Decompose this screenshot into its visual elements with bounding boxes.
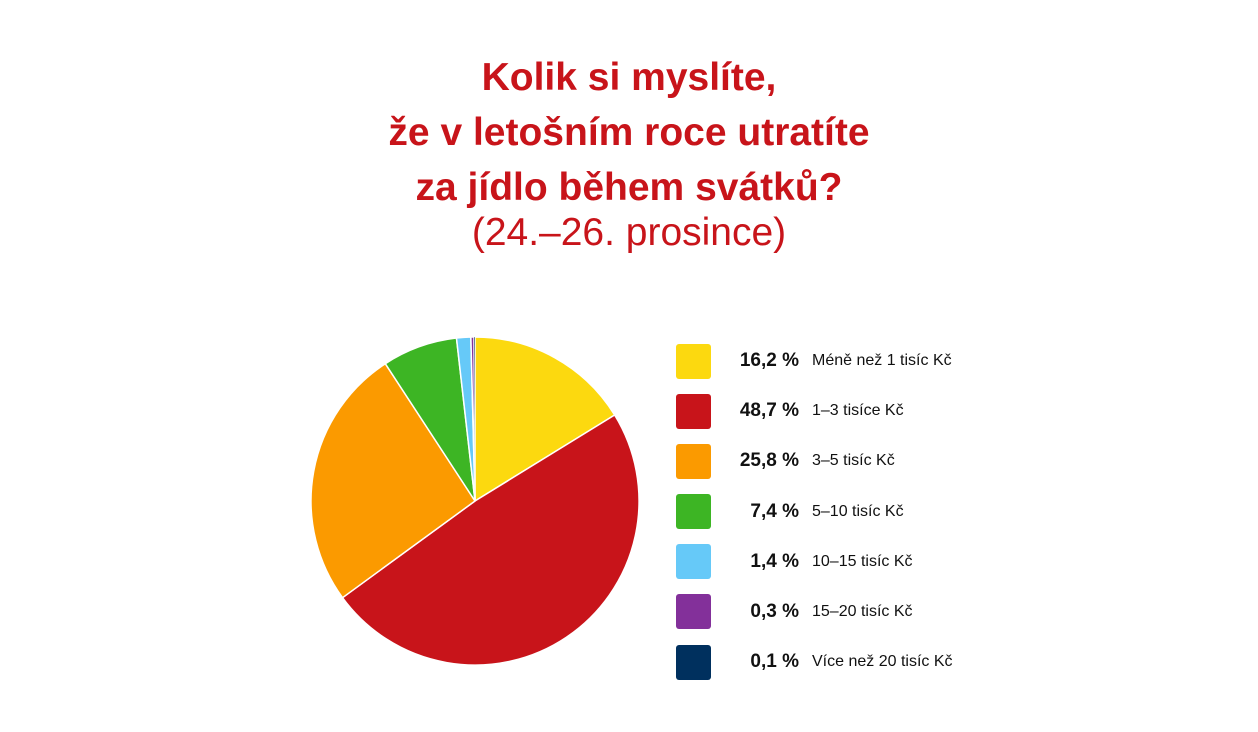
legend-label: 5–10 tisíc Kč [812, 502, 904, 520]
legend-value: 25,8 % [739, 450, 799, 472]
legend-label: 15–20 tisíc Kč [812, 602, 913, 620]
legend-item: 25,8 % 3–5 tisíc Kč [676, 443, 1076, 479]
legend-label: Více než 20 tisíc Kč [812, 653, 953, 671]
chart-title: Kolik si myslíte, že v letošním roce utr… [0, 50, 1258, 215]
legend-swatch [676, 494, 711, 530]
chart-legend: 16,2 % Méně než 1 tisíc Kč 48,7 % 1–3 tisíc… [676, 343, 1076, 695]
legend-swatch [676, 343, 711, 379]
legend-value: 48,7 % [739, 400, 799, 422]
legend-swatch [676, 644, 711, 680]
pie-slice-1 [341, 413, 640, 666]
legend-swatch [676, 443, 711, 479]
legend-item: 7,4 % 5–10 tisíc Kč [676, 494, 1076, 530]
legend-value: 0,1 % [750, 651, 799, 673]
legend-value: 16,2 % [739, 350, 799, 371]
legend-item: 0,3 % 15–20 tisíc Kč [676, 594, 1076, 630]
pie-slice-6 [473, 336, 476, 502]
legend-item: 48,7 % 1–3 tisíce Kč [676, 393, 1076, 429]
legend-value: 7,4 % [750, 500, 799, 522]
chart-title-line-3: za jídlo během svátků? [415, 166, 843, 209]
legend-swatch [676, 393, 711, 429]
legend-value: 1,4 % [750, 550, 799, 572]
legend-item: 1,4 % 10–15 tisíc Kč [676, 544, 1076, 580]
pie-slice-0 [474, 336, 616, 503]
legend-item: 0,1 % Více než 20 tisíc Kč [676, 644, 1076, 680]
chart-subtitle: (24.–26. prosince) [471, 211, 787, 254]
pie-slice-2 [310, 362, 477, 599]
chart-title-line-2: že v letošním roce utratíte [388, 111, 870, 154]
legend-swatch [676, 544, 711, 580]
legend-label: 1–3 tisíce Kč [812, 402, 904, 420]
legend-item: 16,2 % Méně než 1 tisíc Kč [676, 343, 1076, 379]
chart-title-line-1: Kolik si myslíte, [481, 56, 777, 99]
legend-label: 10–15 tisíc Kč [812, 552, 913, 570]
legend-label: 3–5 tisíc Kč [812, 452, 895, 470]
legend-label: Méně než 1 tisíc Kč [812, 352, 952, 369]
legend-swatch [676, 594, 711, 630]
legend-value: 0,3 % [750, 600, 799, 622]
